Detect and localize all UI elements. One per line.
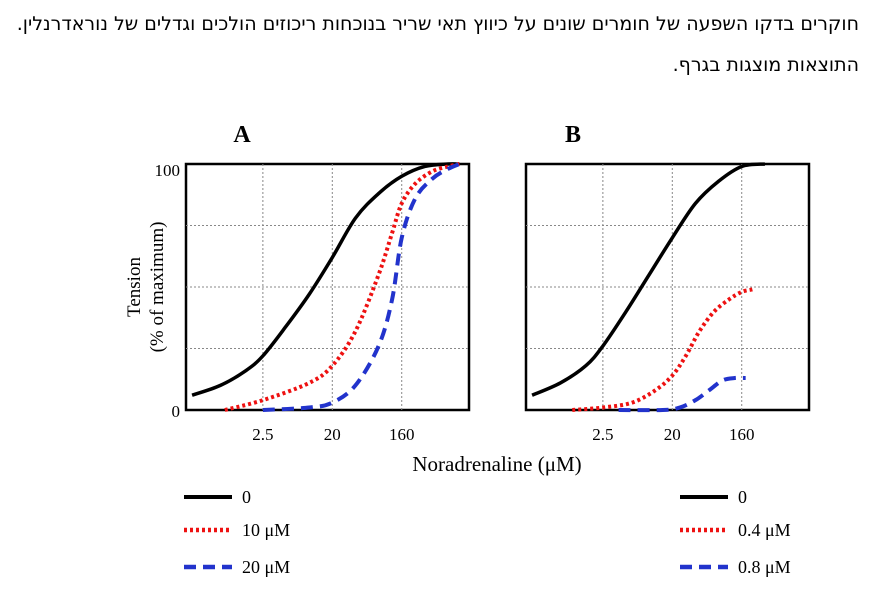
series-line-b-1 xyxy=(572,287,753,412)
series-line-a-1 xyxy=(224,162,460,412)
legend-label-b-2: 0.8 μM xyxy=(738,557,791,577)
panel-a-label: A xyxy=(233,122,251,148)
x-axis-label: Noradrenaline (μM) xyxy=(412,452,581,476)
x-tick-20: 20 xyxy=(324,425,341,444)
y-axis-label-line2: (% of maximum) xyxy=(147,222,168,353)
question-text: חוקרים בדקו השפעה של חומרים שונים על כיו… xyxy=(16,13,859,76)
panel-a-curves xyxy=(191,162,461,412)
legend-label-a-2: 20 μM xyxy=(242,557,290,577)
panel-b: B 2.5 20 160 xyxy=(524,122,811,444)
series-line-b-0 xyxy=(531,162,766,397)
panel-a: A 100 0 2.5 20 160 xyxy=(155,122,471,444)
panel-b-label: B xyxy=(565,122,581,148)
y-axis-label-line1: Tension xyxy=(124,257,145,317)
x-tick-2-5: 2.5 xyxy=(252,425,273,444)
x-tick-160-b: 160 xyxy=(729,425,755,444)
y-tick-0: 0 xyxy=(172,402,181,421)
series-line-a-2 xyxy=(262,162,461,412)
legend-label-a-1: 10 μM xyxy=(242,520,290,540)
legend-label-b-1: 0.4 μM xyxy=(738,520,791,540)
legend-label-b-0: 0 xyxy=(738,487,747,507)
x-tick-20-b: 20 xyxy=(664,425,681,444)
x-tick-2-5-b: 2.5 xyxy=(592,425,613,444)
legend-b: 0 0.4 μM 0.8 μM xyxy=(680,487,791,577)
y-axis-label: Tension (% of maximum) xyxy=(124,222,168,353)
series-line-b-2 xyxy=(618,375,746,413)
series-line-a-0 xyxy=(191,162,460,397)
y-tick-100: 100 xyxy=(155,161,181,180)
legend-a: 0 10 μM 20 μM xyxy=(184,487,290,577)
x-tick-160: 160 xyxy=(389,425,415,444)
panel-b-curves xyxy=(531,162,766,413)
legend-label-a-0: 0 xyxy=(242,487,251,507)
panel-b-grid xyxy=(526,164,809,410)
